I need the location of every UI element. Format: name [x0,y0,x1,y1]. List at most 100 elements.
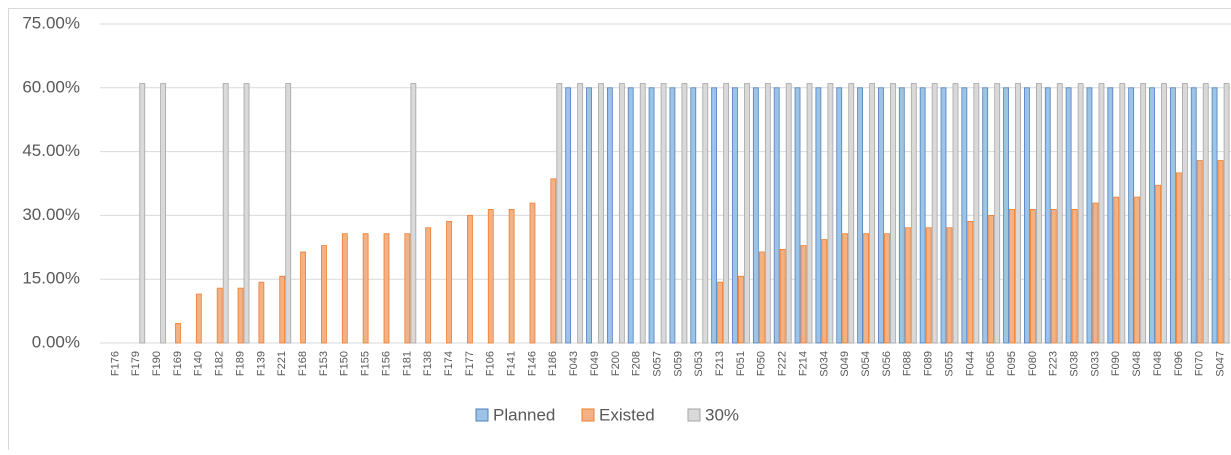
x-tick-label: F140 [193,351,205,376]
bar [1176,173,1181,343]
bar [286,84,291,343]
bar [1120,84,1125,343]
bar [774,88,779,343]
x-tick-label: S053 [693,351,705,377]
x-tick-label: F150 [339,351,351,376]
bar [926,228,931,343]
x-tick-label: S057 [651,351,663,377]
bar [1129,88,1134,343]
bar [974,84,979,343]
bar [1093,203,1098,343]
x-tick-label: F146 [526,351,538,376]
bar [795,88,800,343]
bar [1099,84,1104,343]
bar [509,209,514,343]
bar [280,276,285,343]
bar [786,84,791,343]
bar [1030,209,1035,343]
x-tick-label: F089 [923,351,935,376]
x-tick-label: F190 [151,351,163,376]
bar [223,84,228,343]
bar [1051,209,1056,343]
bar [983,88,988,343]
bar [712,88,717,343]
bar [1108,88,1113,343]
bar [530,203,535,343]
bar [682,84,687,343]
x-tick-label: F156 [380,351,392,376]
bar [1078,84,1083,343]
bar [911,84,916,343]
bar [724,84,729,343]
bar [342,234,347,343]
x-tick-label: S056 [881,351,893,377]
x-tick-label: F208 [631,351,643,376]
x-tick-label: F090 [1110,351,1122,376]
x-tick-label: S059 [672,351,684,377]
bar [884,234,889,343]
bar [1212,88,1217,343]
bar [1203,84,1208,343]
x-tick-label: F155 [360,351,372,376]
bar [1182,84,1187,343]
bar [599,84,604,343]
bar [670,88,675,343]
x-tick-label: F096 [1173,351,1185,376]
bar [816,88,821,343]
bar [447,221,452,343]
x-tick-label: F182 [214,351,226,376]
x-tick-label: F049 [589,351,601,376]
x-tick-label: F186 [547,351,559,376]
x-tick-label: F080 [1027,351,1039,376]
bar [822,240,827,343]
bar [578,84,583,343]
x-tick-label: F222 [777,351,789,376]
x-tick-label: S048 [1131,351,1143,377]
x-tick-label: F065 [985,351,997,376]
bar [870,84,875,343]
bar [1024,88,1029,343]
bar [953,84,958,343]
x-tick-label: F169 [172,351,184,376]
bar [732,88,737,343]
bar [1197,161,1202,343]
x-tick-label: F043 [568,351,580,376]
bar [1135,197,1140,343]
x-tick-label: S038 [1069,351,1081,377]
x-tick-label: S054 [860,351,872,377]
bar [744,84,749,343]
x-tick-label: S047 [1214,351,1226,377]
bar [801,246,806,343]
x-tick-label: F070 [1194,351,1206,376]
bar [196,294,201,343]
x-tick-label: F179 [130,351,142,376]
bar [905,228,910,343]
bar [661,84,666,343]
x-tick-label: F106 [485,351,497,376]
bar [932,84,937,343]
bar [890,84,895,343]
bar [175,323,180,343]
y-tick-label: 75.00% [22,13,80,32]
bar [843,234,848,343]
bar [1141,84,1146,343]
bar [649,88,654,343]
bar [989,215,994,343]
bar [1036,84,1041,343]
bar [968,221,973,343]
bar [1218,161,1223,343]
bar [828,84,833,343]
bar [405,234,410,343]
bar [426,228,431,343]
x-tick-label: F138 [422,351,434,376]
bar [1191,88,1196,343]
bar [1156,185,1161,343]
bar [467,215,472,343]
bar [899,88,904,343]
x-tick-label: F176 [109,351,121,376]
bar [878,88,883,343]
bar [1224,84,1229,343]
bar [1004,88,1009,343]
bar [551,179,556,343]
